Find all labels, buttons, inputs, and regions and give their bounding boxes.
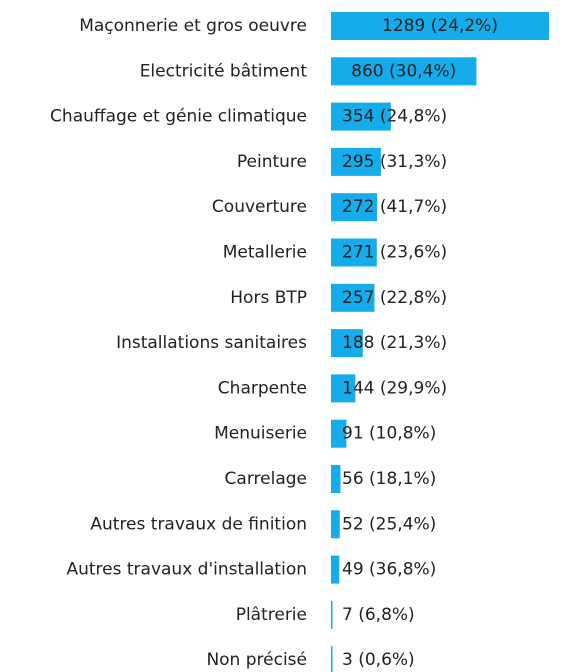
value-label: 1289 (24,2%) [382,16,498,36]
bar [331,147,381,176]
category-label: Autres travaux de finition [90,514,307,534]
bar [331,283,375,312]
bar [331,510,340,539]
bar [331,238,377,267]
bar [331,12,549,40]
category-label: Charpente [218,378,307,398]
bar [331,193,378,222]
category-label: Peinture [237,152,307,172]
category-label: Installations sanitaires [116,333,307,353]
category-label: Metallerie [223,243,307,263]
value-label: 188 (21,3%) [342,333,447,353]
bar [331,419,347,448]
value-label: 7 (6,8%) [342,605,415,625]
value-label: 257 (22,8%) [342,288,447,308]
category-label: Autres travaux d'installation [66,560,307,580]
value-label: 860 (30,4%) [351,61,456,81]
value-label: 56 (18,1%) [342,469,436,489]
value-label: 52 (25,4%) [342,514,436,534]
category-label: Carrelage [225,469,307,489]
value-label: 144 (29,9%) [342,378,447,398]
category-label: Plâtrerie [236,605,307,625]
category-label: Chauffage et génie climatique [50,107,307,127]
value-label: 3 (0,6%) [342,650,415,670]
category-label: Hors BTP [230,288,307,308]
value-label: 49 (36,8%) [342,560,436,580]
category-label: Maçonnerie et gros oeuvre [79,16,307,36]
bar [331,555,340,584]
value-label: 272 (41,7%) [342,197,447,217]
category-label: Menuiserie [214,424,307,444]
bar [331,600,333,629]
bar [331,465,341,493]
bar [331,374,356,403]
bar [331,329,363,358]
value-label: 295 (31,3%) [342,152,447,172]
category-label: Electricité bâtiment [140,61,308,81]
category-label: Couverture [212,197,307,217]
value-label: 271 (23,6%) [342,243,447,263]
bar [331,102,391,131]
bar [331,646,333,672]
value-label: 91 (10,8%) [342,424,436,444]
category-label: Non précisé [206,650,307,670]
bar [331,57,477,86]
value-label: 354 (24,8%) [342,107,447,127]
